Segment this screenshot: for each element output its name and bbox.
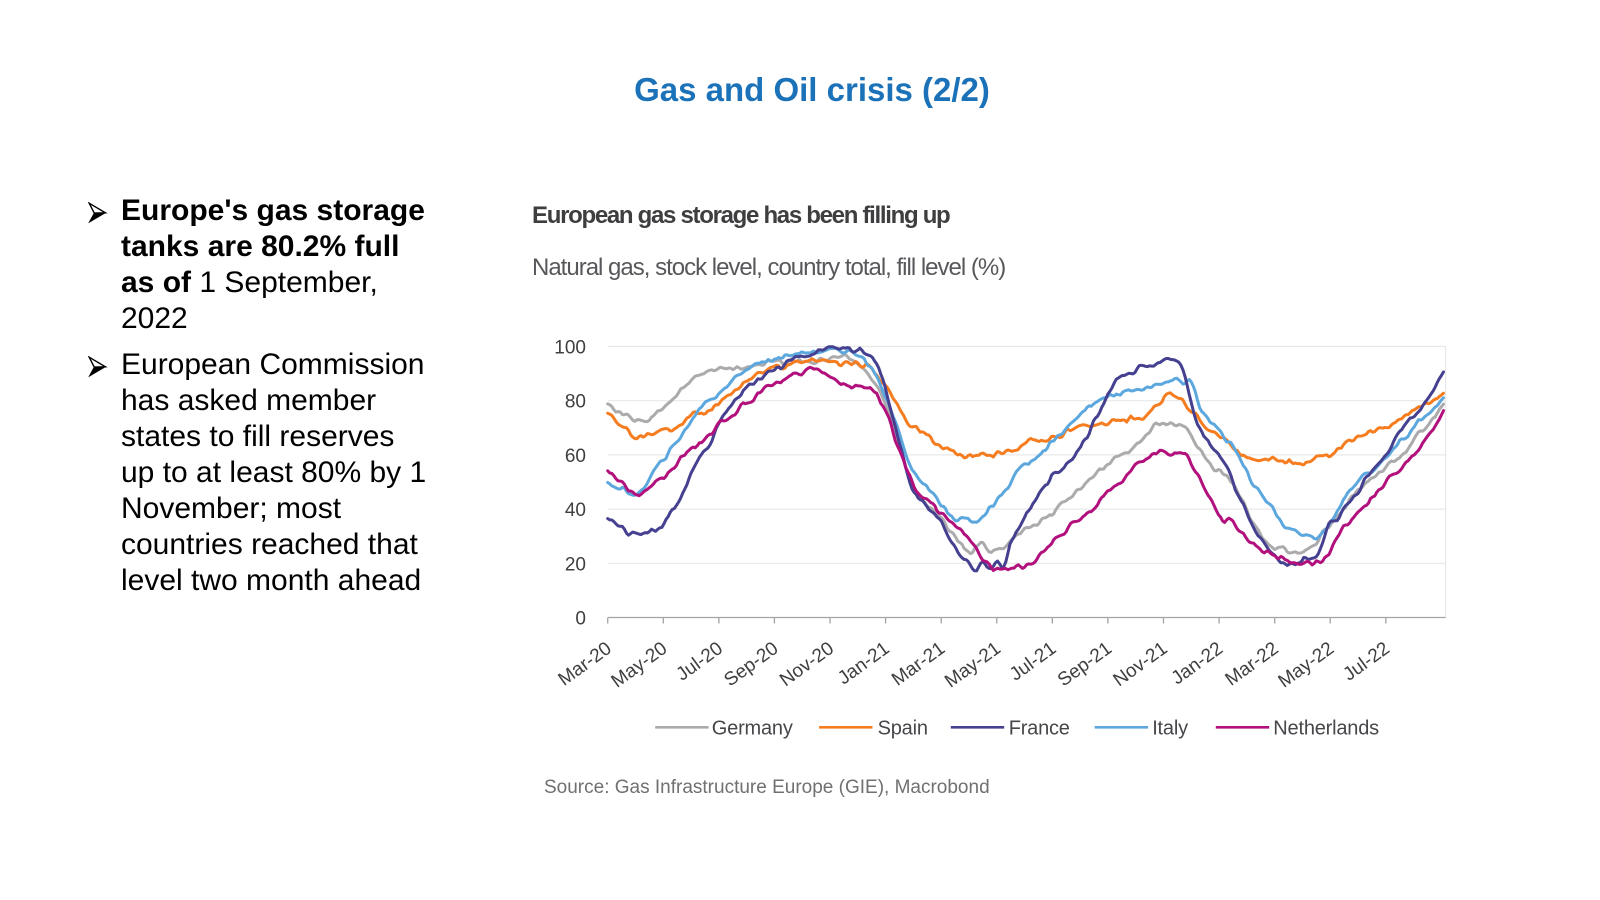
svg-text:Jan-21: Jan-21 — [834, 638, 893, 689]
svg-text:Jul-22: Jul-22 — [1340, 638, 1394, 685]
svg-text:Netherlands: Netherlands — [1273, 718, 1379, 740]
svg-text:Mar-21: Mar-21 — [888, 638, 949, 690]
svg-text:20: 20 — [565, 554, 586, 575]
svg-text:0: 0 — [575, 609, 586, 630]
svg-text:France: France — [1009, 718, 1070, 740]
svg-text:100: 100 — [554, 338, 586, 359]
svg-text:80: 80 — [565, 392, 586, 413]
svg-text:May-22: May-22 — [1275, 638, 1339, 692]
svg-text:Jul-21: Jul-21 — [1006, 638, 1060, 685]
svg-text:Mar-22: Mar-22 — [1222, 638, 1283, 690]
svg-text:Nov-21: Nov-21 — [1110, 638, 1172, 691]
svg-text:May-21: May-21 — [941, 638, 1005, 692]
svg-text:Spain: Spain — [878, 718, 928, 740]
svg-text:60: 60 — [565, 446, 586, 467]
svg-text:Mar-20: Mar-20 — [555, 638, 616, 690]
svg-text:Italy: Italy — [1152, 718, 1188, 740]
svg-text:Sep-20: Sep-20 — [720, 638, 782, 691]
svg-text:Sep-21: Sep-21 — [1054, 638, 1116, 691]
svg-text:Germany: Germany — [712, 718, 793, 740]
svg-text:Jan-22: Jan-22 — [1168, 638, 1227, 689]
svg-text:Nov-20: Nov-20 — [776, 638, 838, 691]
svg-text:40: 40 — [565, 500, 586, 521]
svg-text:Jul-20: Jul-20 — [673, 638, 727, 685]
svg-text:May-20: May-20 — [608, 638, 672, 692]
